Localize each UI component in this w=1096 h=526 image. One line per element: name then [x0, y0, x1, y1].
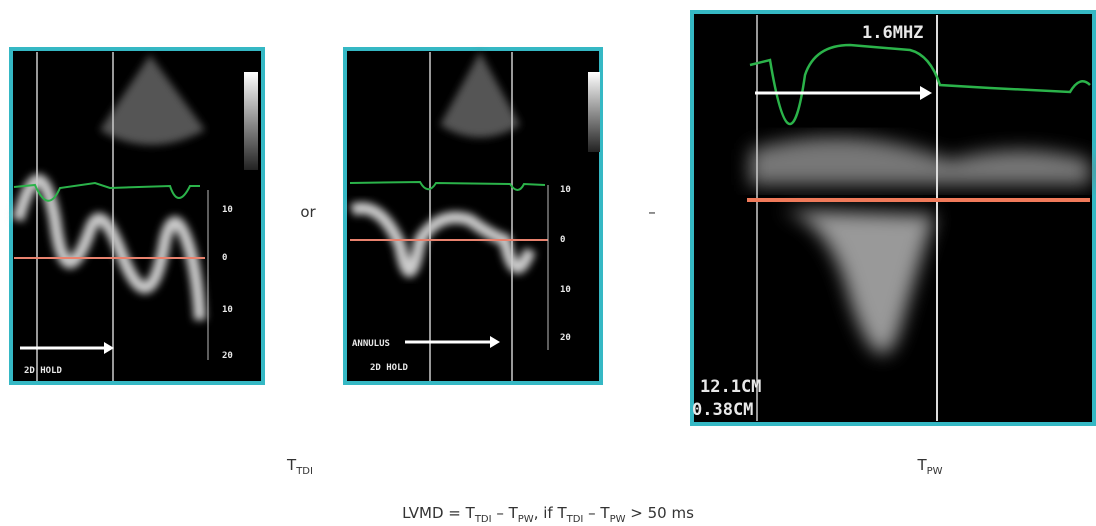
formula-text: > 50 ms: [626, 504, 695, 522]
label-main: T: [286, 456, 297, 474]
scale-label: 10: [222, 205, 233, 215]
scale-label: 20: [222, 351, 233, 361]
panel-text: 1.6MHZ: [862, 23, 923, 43]
scale-label: 10: [222, 305, 233, 315]
formula-sub: TDI: [566, 514, 584, 525]
panel-pw: [690, 10, 1096, 426]
panel-text: ANNULUS: [352, 339, 390, 349]
time-label: TTDI: [286, 456, 313, 477]
formula-sub: PW: [518, 514, 534, 525]
formula-text: – T: [492, 504, 519, 522]
scale-label: 10: [560, 285, 571, 295]
panel-text: 0.38CM: [692, 400, 753, 420]
panel-text: 2D HOLD: [370, 363, 409, 373]
scale-label: 0: [222, 253, 227, 263]
panel-text: 2D HOLD: [24, 366, 63, 376]
time-label: TPW: [916, 456, 942, 477]
formula-sub: TDI: [474, 514, 492, 525]
scale-label: 20: [560, 333, 571, 343]
formula-text: , if T: [534, 504, 568, 522]
panel-tdi-1: [9, 47, 265, 385]
label-sub: TDI: [295, 466, 313, 477]
scale-label: 0: [560, 235, 565, 245]
label-main: T: [916, 456, 927, 474]
formula-sub: PW: [610, 514, 626, 525]
scale-label: 10: [560, 185, 571, 195]
label-sub: PW: [927, 466, 943, 477]
formula-text: – T: [583, 504, 610, 522]
panel-text: 12.1CM: [700, 377, 761, 397]
separator: –: [648, 203, 656, 221]
formula: LVMD = TTDI – TPW, if TTDI – TPW > 50 ms: [402, 504, 694, 525]
formula-text: LVMD = T: [402, 504, 476, 522]
separator: or: [300, 203, 316, 221]
panel-tdi-2: [343, 47, 603, 385]
